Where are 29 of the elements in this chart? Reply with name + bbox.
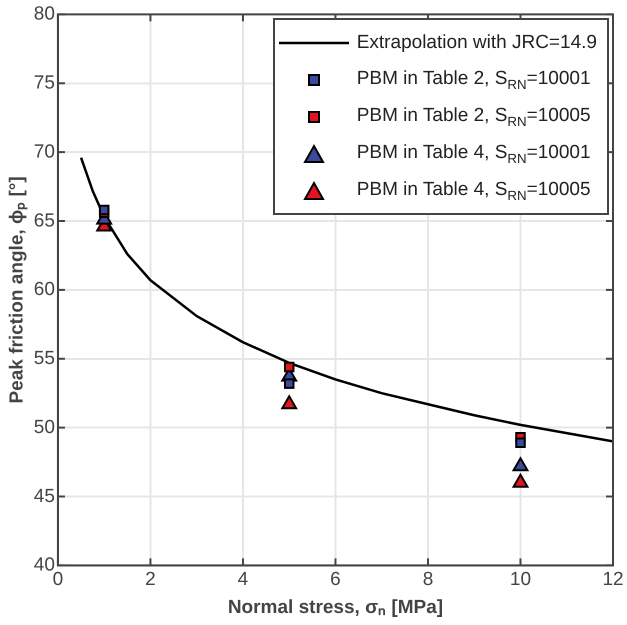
y-tick-label: 55: [34, 348, 55, 370]
x-tick-label: 0: [52, 569, 64, 590]
y-tick-label: 45: [34, 486, 55, 507]
y-tick-label: 70: [34, 141, 55, 162]
x-tick-label: 6: [330, 569, 341, 590]
y-tick-label: 50: [34, 416, 55, 438]
y-axis-title: Peak friction angle, ϕₚ [°]: [6, 176, 28, 404]
x-tick-label: 4: [238, 569, 249, 590]
x-tick-label: 2: [145, 569, 156, 590]
legend-label: PBM in Table 2, S$_{RN}$=10005: [356, 104, 591, 129]
legend-label: PBM in Table 4, S$_{RN}$=10005: [356, 178, 591, 203]
x-axis-title: Normal stress, σₙ [MPa]: [228, 596, 444, 618]
y-tick-label: 80: [34, 4, 55, 25]
y-tick-label: 60: [34, 279, 55, 300]
point: [512, 457, 528, 472]
x-tick-label: 12: [602, 569, 624, 590]
point: [284, 378, 294, 389]
legend-label: PBM in Table 2, S$_{RN}$=10001: [356, 68, 591, 92]
point: [512, 474, 528, 488]
x-tick-label: 10: [510, 569, 532, 590]
x-tick-label: 8: [422, 569, 434, 590]
y-tick-label: 75: [34, 72, 55, 94]
point: [284, 362, 294, 372]
y-tick-label: 65: [34, 210, 55, 232]
legend-label: Extrapolation with JRC=14.9: [356, 32, 597, 54]
legend-label: PBM in Table 4, S$_{RN}$=10001: [356, 142, 591, 166]
point: [281, 395, 298, 410]
y-tick-label: 40: [34, 554, 55, 576]
point: [98, 204, 110, 216]
